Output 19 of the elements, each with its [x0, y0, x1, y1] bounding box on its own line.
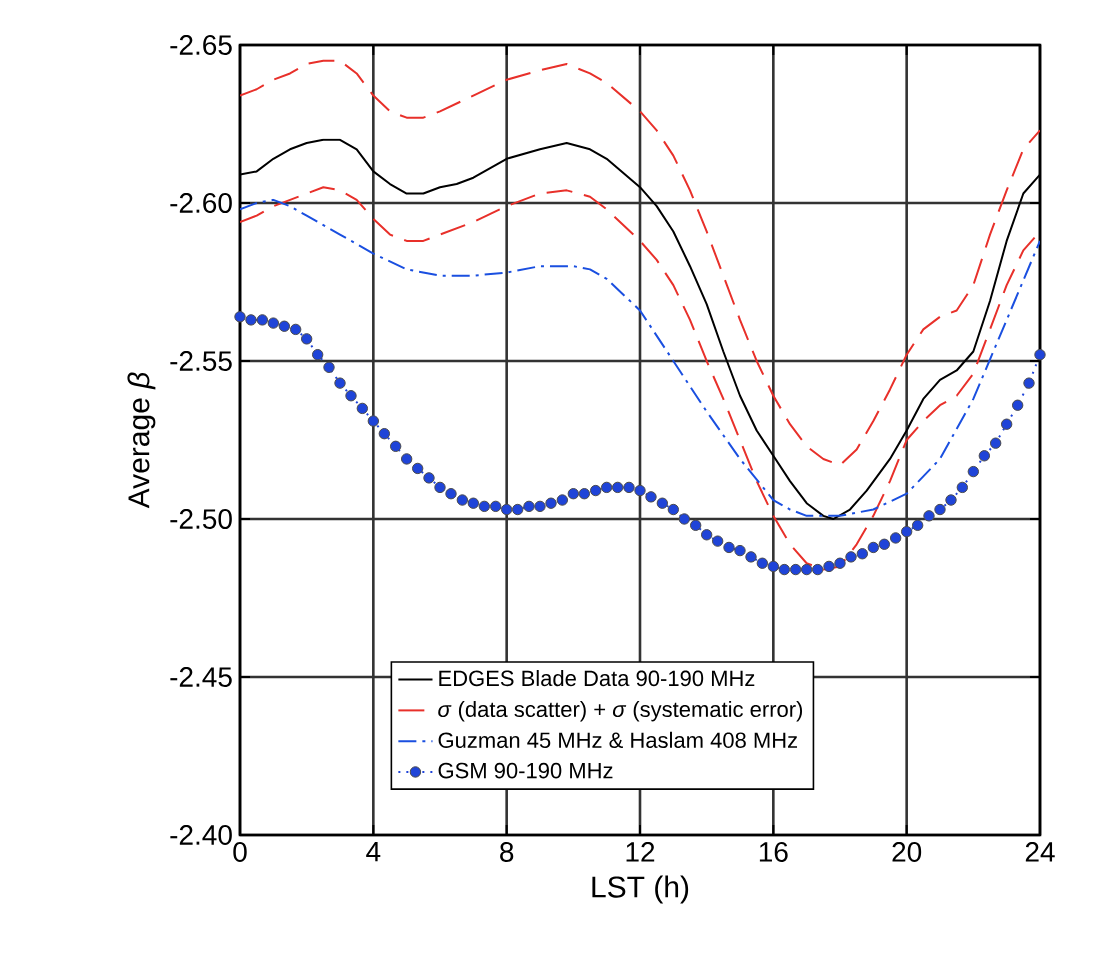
y-axis-title: Average β: [127, 372, 156, 509]
x-tick-label: 12: [626, 842, 655, 862]
legend-label: EDGES Blade Data 90-190 MHz: [439, 669, 755, 687]
x-tick-label: 0: [233, 842, 247, 862]
x-tick-label: 24: [1025, 842, 1055, 862]
y-tick-label: -2.45: [170, 667, 232, 687]
legend-label: Guzman 45 MHz & Haslam 408 MHz: [438, 731, 798, 749]
x-tick-label: 4: [366, 842, 381, 862]
x-tick-label: 20: [892, 842, 922, 862]
x-axis-title: LST (h): [592, 875, 689, 904]
x-tick-label: 8: [500, 842, 514, 862]
y-tick-label: -2.60: [170, 193, 232, 213]
y-tick-label: -2.65: [170, 35, 232, 55]
y-tick-label: -2.50: [170, 509, 232, 529]
legend-label: GSM 90-190 MHz: [438, 762, 613, 779]
y-tick-label: -2.40: [170, 825, 232, 845]
y-tick-label: -2.55: [170, 351, 232, 371]
legend-label: σ (data scatter) + σ (systematic error): [438, 700, 803, 722]
x-tick-label: 16: [759, 842, 788, 862]
